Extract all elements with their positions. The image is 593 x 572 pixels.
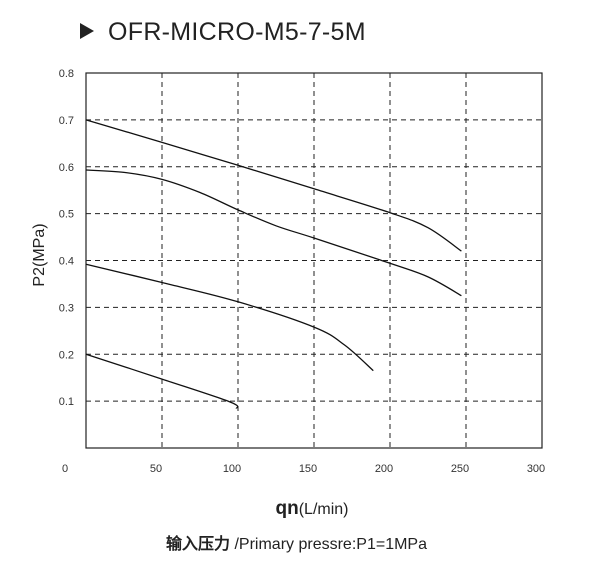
- play-arrow-icon: [80, 23, 94, 39]
- caption-chinese: 输入压力: [166, 534, 231, 553]
- chart-title-row: OFR-MICRO-M5-7-5M: [80, 12, 366, 52]
- y-tick-labels: 0.1 0.2 0.3 0.4 0.5 0.6 0.7 0.8: [59, 68, 74, 408]
- x-tick-labels: 0 50 100 150 200 250 300: [62, 463, 545, 475]
- series-line-1: [85, 119, 462, 252]
- plot-frame: [85, 72, 543, 449]
- x-tick-label-2: 100: [223, 463, 241, 475]
- grid: [86, 73, 542, 448]
- primary-pressure-caption: 输入压力 /Primary pressre:P1=1MPa: [0, 530, 593, 554]
- y-tick-label-5: 0.6: [59, 162, 74, 174]
- x-tick-label-3: 150: [299, 463, 317, 475]
- y-tick-label-4: 0.5: [59, 209, 74, 221]
- y-tick-label-2: 0.3: [59, 302, 74, 314]
- x-axis-label: qn(L/min): [276, 498, 349, 519]
- y-tick-label-6: 0.7: [59, 115, 74, 127]
- y-tick-label-7: 0.8: [59, 68, 74, 80]
- caption-english: /Primary pressre:P1=1MPa: [230, 536, 427, 553]
- x-tick-label-5: 250: [451, 463, 469, 475]
- x-axis-label-unit: (L/min): [299, 501, 349, 518]
- y-tick-label-0: 0.1: [59, 396, 74, 408]
- x-tick-label-1: 50: [150, 463, 162, 475]
- series-line-4: [85, 353, 239, 410]
- y-axis-label: P2(MPa): [31, 223, 48, 286]
- series-lines: [85, 119, 462, 410]
- series-line-3: [85, 263, 374, 372]
- x-tick-label-0: 0: [62, 463, 68, 475]
- chart-title: OFR-MICRO-M5-7-5M: [108, 17, 366, 46]
- y-tick-label-1: 0.2: [59, 349, 74, 361]
- series-line-2: [85, 169, 462, 297]
- x-tick-label-6: 300: [527, 463, 545, 475]
- x-axis-label-bold: qn: [276, 498, 299, 519]
- x-tick-label-4: 200: [375, 463, 393, 475]
- y-tick-label-3: 0.4: [59, 256, 74, 268]
